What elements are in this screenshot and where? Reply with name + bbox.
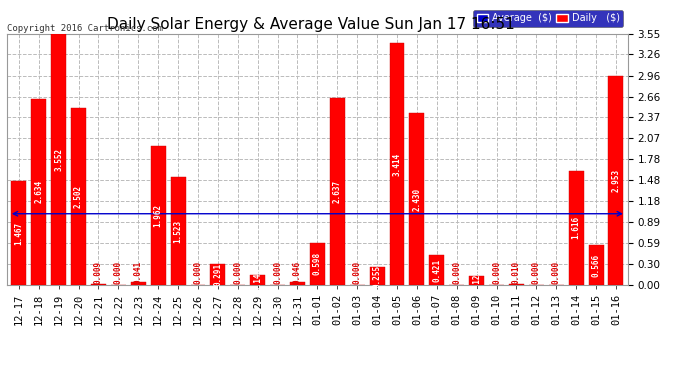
Text: 1.467: 1.467: [14, 222, 23, 245]
Text: 0.598: 0.598: [313, 252, 322, 275]
Bar: [330, 98, 345, 285]
Text: 0.000: 0.000: [193, 261, 202, 284]
Bar: [469, 276, 484, 285]
Bar: [429, 255, 444, 285]
Text: 1.616: 1.616: [571, 216, 581, 239]
Text: 0.127: 0.127: [472, 269, 481, 292]
Bar: [409, 113, 424, 285]
Text: 2.502: 2.502: [74, 185, 83, 208]
Text: 0.291: 0.291: [213, 263, 222, 286]
Bar: [569, 171, 584, 285]
Bar: [31, 99, 46, 285]
Text: 0.009: 0.009: [94, 261, 103, 284]
Bar: [589, 245, 604, 285]
Text: 0.000: 0.000: [552, 261, 561, 284]
Text: 0.000: 0.000: [532, 261, 541, 284]
Bar: [509, 284, 524, 285]
Text: 0.146: 0.146: [253, 268, 262, 291]
Bar: [370, 267, 384, 285]
Bar: [310, 243, 325, 285]
Text: 2.953: 2.953: [611, 169, 620, 192]
Text: 0.000: 0.000: [114, 261, 123, 284]
Bar: [91, 284, 106, 285]
Bar: [71, 108, 86, 285]
Text: Daily Solar Energy & Average Value Sun Jan 17 16:51: Daily Solar Energy & Average Value Sun J…: [107, 17, 514, 32]
Bar: [11, 181, 26, 285]
Text: 2.637: 2.637: [333, 180, 342, 203]
Text: 2.430: 2.430: [413, 188, 422, 211]
Bar: [250, 274, 265, 285]
Bar: [150, 146, 166, 285]
Text: 0.010: 0.010: [512, 261, 521, 284]
Legend: Average  ($), Daily   ($): Average ($), Daily ($): [473, 10, 623, 27]
Bar: [131, 282, 146, 285]
Text: 1.962: 1.962: [154, 204, 163, 227]
Text: 3.414: 3.414: [393, 153, 402, 176]
Bar: [51, 34, 66, 285]
Text: 0.000: 0.000: [233, 261, 242, 284]
Text: 3.552: 3.552: [54, 148, 63, 171]
Text: 1.523: 1.523: [174, 219, 183, 243]
Text: Copyright 2016 Cartronics.com: Copyright 2016 Cartronics.com: [7, 24, 163, 33]
Bar: [390, 44, 404, 285]
Text: 0.046: 0.046: [293, 261, 302, 284]
Bar: [609, 76, 624, 285]
Text: 0.255: 0.255: [373, 264, 382, 288]
Text: 0.000: 0.000: [353, 261, 362, 284]
Text: 2.634: 2.634: [34, 180, 43, 203]
Bar: [210, 264, 226, 285]
Bar: [170, 177, 186, 285]
Text: 0.421: 0.421: [433, 258, 442, 282]
Text: 0.000: 0.000: [492, 261, 501, 284]
Text: 0.000: 0.000: [452, 261, 461, 284]
Text: 0.041: 0.041: [134, 261, 143, 284]
Bar: [290, 282, 305, 285]
Text: 0.566: 0.566: [591, 254, 600, 276]
Text: 0.000: 0.000: [273, 261, 282, 284]
